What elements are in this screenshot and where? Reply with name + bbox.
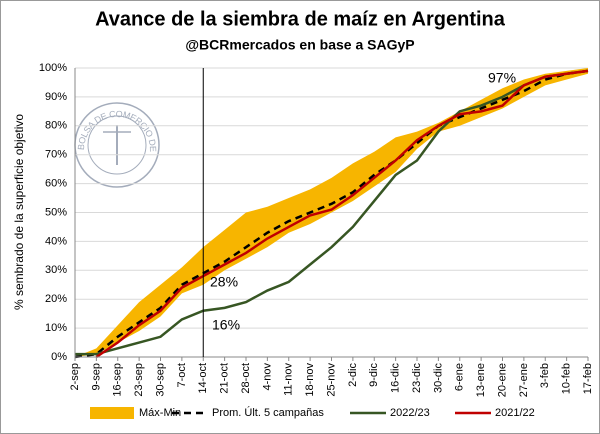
x-tick-label: 9-sep: [90, 363, 102, 391]
x-tick-label: 11-nov: [283, 363, 295, 396]
y-tick-label: 20%: [45, 293, 67, 305]
y-tick-label: 70%: [45, 149, 67, 161]
x-tick-label: 6-ene: [454, 363, 466, 391]
annotation: 28%: [210, 274, 238, 290]
chart-title: Avance de la siembra de maíz en Argentin…: [95, 8, 506, 30]
annotation: 16%: [212, 317, 240, 333]
y-tick-label: 0%: [51, 351, 67, 363]
x-tick-label: 18-nov: [304, 363, 316, 397]
x-tick-label: 2-sep: [69, 363, 81, 391]
x-tick-label: 21-oct: [219, 363, 231, 394]
x-tick-label: 3-feb: [539, 363, 551, 388]
x-tick-label: 2-dic: [347, 363, 359, 387]
x-tick-label: 27-ene: [518, 363, 530, 397]
x-tick-label: 23-sep: [133, 363, 145, 397]
x-tick-label: 4-nov: [261, 363, 273, 391]
x-tick-label: 23-dic: [411, 363, 423, 393]
x-tick-label: 13-ene: [475, 363, 487, 397]
x-tick-label: 20-ene: [496, 363, 508, 397]
y-tick-label: 60%: [45, 178, 67, 190]
y-axis-label: % sembrado de la superficie objetivo: [12, 114, 26, 310]
legend-label: Prom. Últ. 5 campañas: [212, 406, 324, 419]
y-tick-label: 30%: [45, 264, 67, 276]
legend-label: 2022/23: [390, 407, 430, 419]
x-tick-label: 28-oct: [240, 363, 252, 394]
x-tick-label: 14-oct: [197, 363, 209, 394]
legend-label: Máx-Min: [139, 407, 181, 419]
y-tick-label: 90%: [45, 91, 67, 103]
x-tick-label: 17-feb: [582, 363, 594, 394]
x-tick-label: 16-sep: [112, 363, 124, 397]
y-tick-label: 100%: [39, 62, 67, 74]
x-tick-label: 10-feb: [561, 363, 573, 394]
annotation: 97%: [488, 70, 516, 86]
legend-label: 2021/22: [495, 407, 535, 419]
y-tick-label: 10%: [45, 322, 67, 334]
x-tick-label: 7-oct: [176, 363, 188, 387]
x-tick-label: 16-dic: [390, 363, 402, 393]
x-tick-label: 25-nov: [325, 363, 337, 397]
series-line: [75, 69, 589, 356]
y-tick-label: 80%: [45, 120, 67, 132]
x-tick-label: 9-dic: [368, 363, 380, 387]
series-line: [95, 69, 589, 359]
chart-subtitle: @BCRmercados en base a SAGyP: [185, 37, 414, 53]
y-tick-label: 40%: [45, 235, 67, 247]
logo-ring: [87, 115, 147, 175]
x-tick-label: 30-dic: [432, 363, 444, 393]
y-tick-label: 50%: [45, 206, 67, 218]
series-line: [74, 69, 589, 359]
legend-swatch: [90, 407, 134, 419]
x-tick-label: 30-sep: [154, 363, 166, 397]
